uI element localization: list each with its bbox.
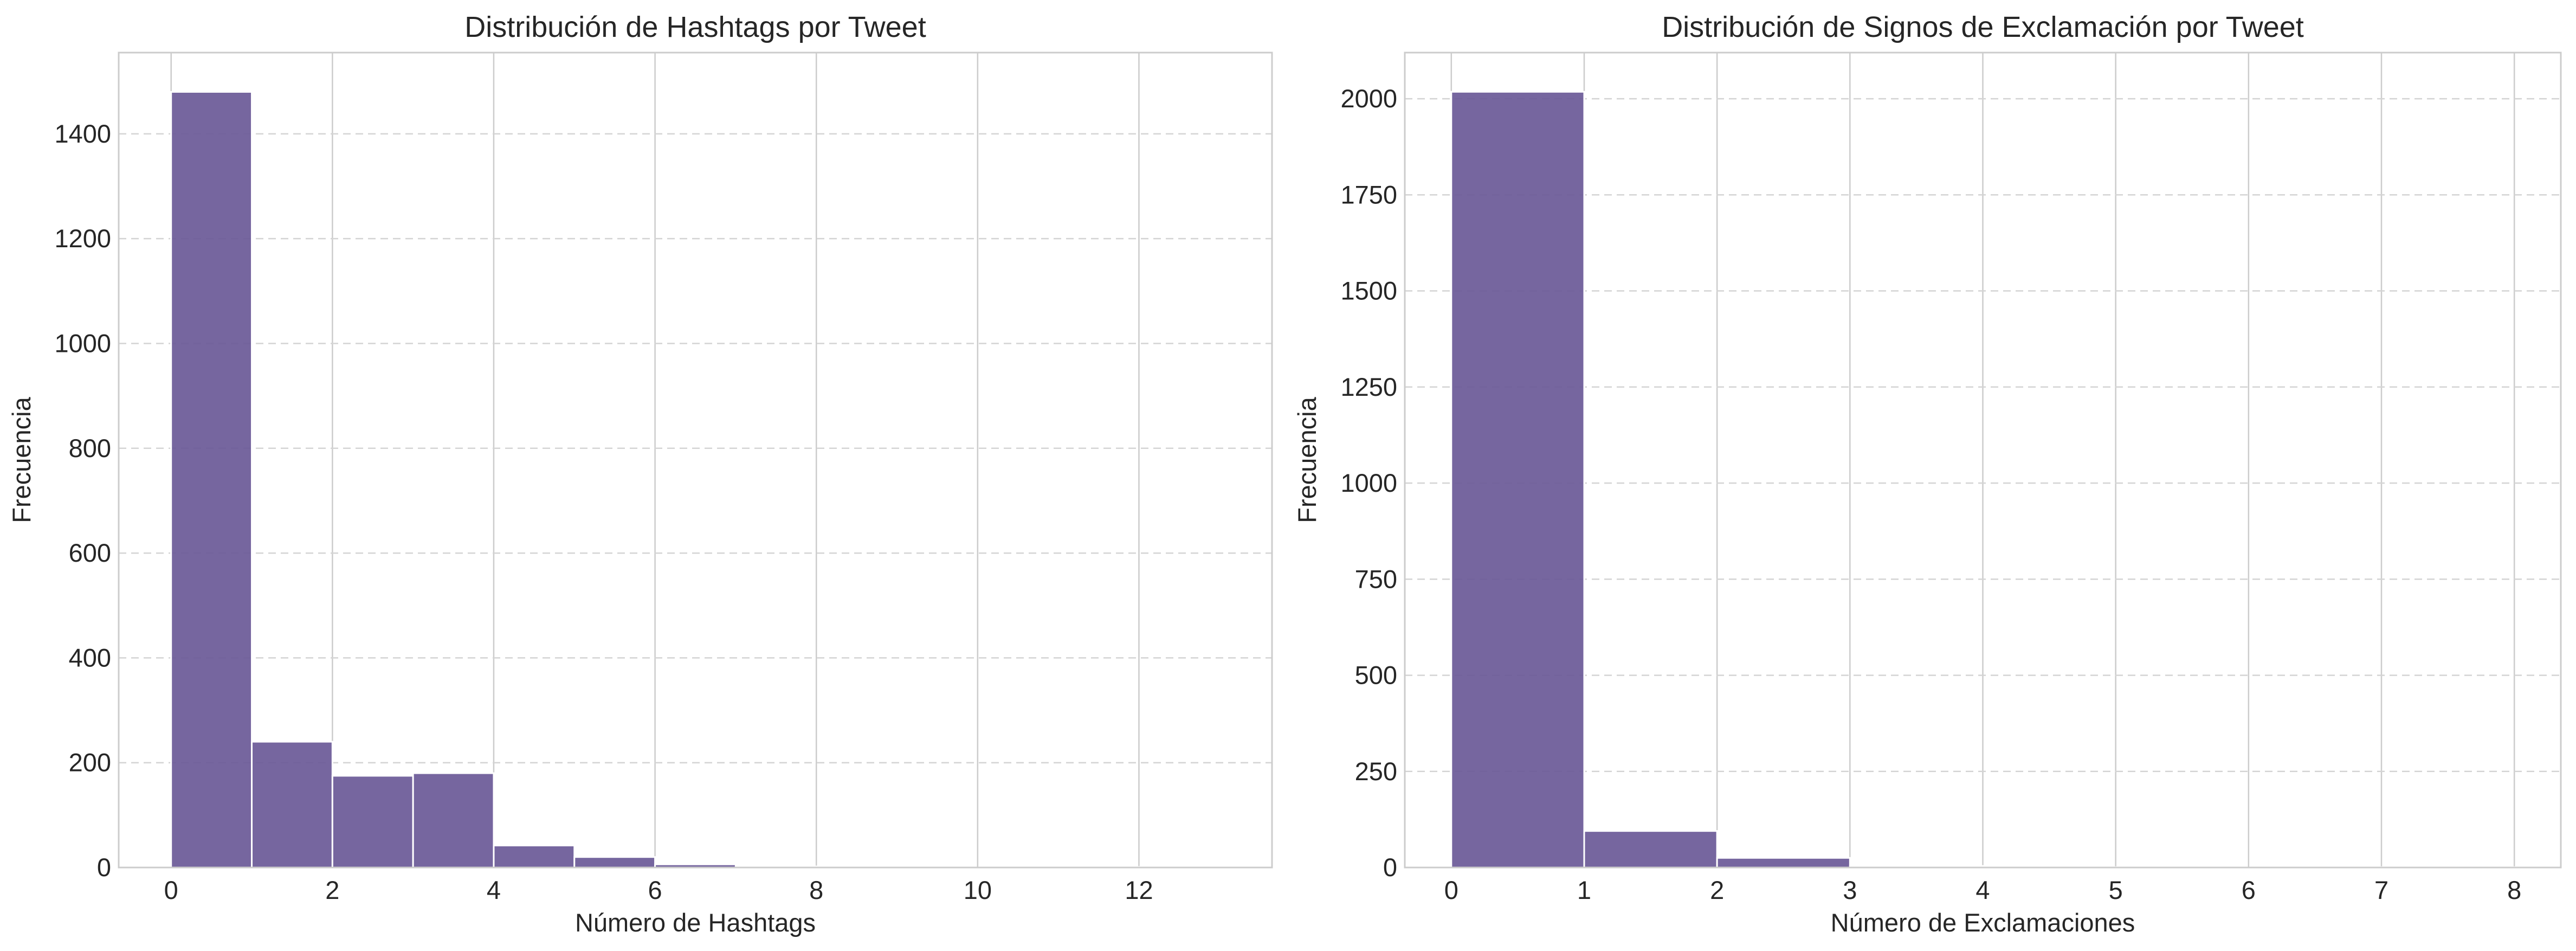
y-tick-label: 1200 — [54, 224, 111, 253]
x-tick-label: 2 — [1710, 876, 1724, 904]
y-tick-label: 1000 — [1340, 468, 1397, 497]
x-tick-label: 3 — [1843, 876, 1857, 904]
plot-frame — [1404, 52, 2562, 869]
x-tick-label: 8 — [809, 876, 823, 904]
y-tick-label: 1750 — [1340, 180, 1397, 209]
x-tick-label: 4 — [487, 876, 501, 904]
y-tick-label: 2000 — [1340, 84, 1397, 113]
x-tick-label: 0 — [164, 876, 178, 904]
x-tick-label: 2 — [325, 876, 339, 904]
y-tick-label: 0 — [97, 853, 111, 882]
x-tick-label: 7 — [2374, 876, 2388, 904]
chart-title: Distribución de Hashtags por Tweet — [464, 11, 926, 43]
histogram-bar — [331, 775, 414, 869]
x-tick-label: 1 — [1577, 876, 1591, 904]
y-axis-label: Frecuencia — [7, 396, 36, 523]
x-tick-label: 12 — [1125, 876, 1153, 904]
hashtags-histogram-panel: 0 2 4 6 8 10 12 0 200 400 600 800 1000 1200 1400 Distri… — [7, 11, 1273, 937]
histogram-bar — [412, 772, 495, 869]
y-tick-label: 1000 — [54, 329, 111, 357]
y-tick-label: 200 — [69, 748, 111, 777]
x-axis-label: Número de Exclamaciones — [1831, 908, 2135, 937]
x-tick-label: 4 — [1975, 876, 1990, 904]
x-tick-label: 10 — [964, 876, 992, 904]
y-tick-label: 500 — [1355, 661, 1397, 690]
histogram-bar — [493, 844, 576, 869]
x-tick-label: 0 — [1444, 876, 1458, 904]
y-tick-label: 1500 — [1340, 277, 1397, 305]
histogram-bar — [170, 91, 253, 869]
x-tick-label: 6 — [2242, 876, 2256, 904]
y-tick-label: 1400 — [54, 119, 111, 148]
x-tick-label: 6 — [648, 876, 662, 904]
y-axis-label: Frecuencia — [1293, 396, 1321, 523]
x-axis-label: Número de Hashtags — [575, 908, 816, 937]
histogram-bar — [573, 856, 656, 869]
histogram-bar — [1716, 857, 1851, 869]
y-tick-label: 600 — [69, 538, 111, 567]
y-tick-label: 750 — [1355, 564, 1397, 593]
y-tick-label: 250 — [1355, 757, 1397, 786]
histogram-bar — [1450, 91, 1585, 869]
histogram-bar — [1583, 830, 1718, 869]
y-tick-label: 0 — [1383, 853, 1397, 882]
exclamations-histogram-panel: 0 1 2 3 4 5 6 7 8 0 250 500 750 1000 1250 1500 1750 2000 D… — [1293, 11, 2562, 937]
x-tick-label: 5 — [2109, 876, 2123, 904]
plot-frame — [118, 52, 1273, 869]
y-tick-label: 400 — [69, 643, 111, 672]
chart-title: Distribución de Signos de Exclamación po… — [1662, 11, 2304, 43]
x-tick-label: 8 — [2507, 876, 2521, 904]
y-tick-label: 800 — [69, 434, 111, 462]
y-tick-label: 1250 — [1340, 372, 1397, 401]
histogram-bar — [251, 741, 333, 869]
